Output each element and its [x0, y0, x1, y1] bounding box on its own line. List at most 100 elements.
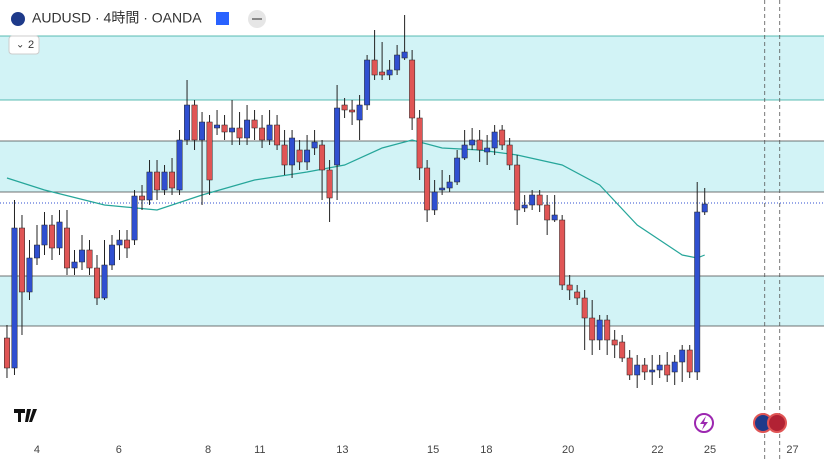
x-tick-label: 4: [34, 444, 40, 456]
candle-body: [521, 204, 528, 209]
candle-body: [581, 297, 588, 319]
candle-body: [229, 127, 236, 133]
candle-body: [184, 104, 190, 141]
candle-body: [116, 239, 123, 246]
candle-body: [566, 284, 573, 291]
x-tick-label: 22: [651, 444, 663, 456]
candle-body: [244, 119, 251, 139]
candle-body: [596, 319, 603, 341]
candle-body: [551, 214, 558, 221]
candle-body: [71, 261, 78, 269]
candle-body: [251, 119, 258, 129]
candle-body: [206, 121, 213, 181]
candle-body: [341, 104, 348, 111]
x-tick-label: 6: [116, 444, 122, 456]
candle-body: [364, 59, 371, 106]
candle-body: [386, 69, 393, 76]
event-icon[interactable]: [767, 413, 787, 433]
x-tick-label: 20: [562, 444, 574, 456]
candle-body: [409, 59, 416, 119]
candle-body: [311, 141, 318, 149]
candle-body: [4, 337, 10, 369]
candle-body: [281, 144, 288, 166]
candle-body: [476, 139, 483, 151]
candle-body: [491, 131, 498, 149]
candle-body: [469, 139, 476, 146]
x-tick-label: 25: [704, 444, 716, 456]
candle-body: [454, 157, 461, 183]
candle-body: [304, 149, 311, 163]
candle-body: [649, 369, 656, 373]
candle-body: [11, 227, 18, 369]
x-tick-label: 13: [336, 444, 348, 456]
candle-body: [64, 227, 70, 269]
candle-body: [26, 257, 33, 293]
candle-body: [574, 291, 581, 299]
candle-body: [139, 195, 145, 201]
candle-body: [236, 127, 243, 139]
candle-body: [626, 357, 633, 376]
symbol-flag: [11, 12, 25, 26]
indicator-toggle[interactable]: [8, 35, 40, 55]
candle-body: [416, 117, 423, 169]
candle-body: [349, 109, 356, 113]
candle-body: [424, 167, 431, 211]
candle-body: [394, 54, 401, 71]
candle-body: [124, 239, 130, 249]
candle-body: [401, 51, 408, 59]
candle-body: [169, 171, 175, 189]
candle-body: [379, 71, 386, 76]
x-tick-label: 27: [786, 444, 798, 456]
candle-body: [701, 203, 708, 213]
candle-body: [484, 147, 491, 153]
candle-body: [221, 124, 228, 133]
candle-body: [274, 124, 281, 146]
tradingview-logo: [14, 409, 37, 422]
zone: [0, 276, 824, 326]
candle-body: [694, 211, 701, 373]
candle-body: [176, 139, 183, 191]
candle-body: [634, 364, 641, 376]
candle-body: [656, 364, 663, 371]
candle-body: [664, 364, 671, 376]
candle-body: [356, 104, 363, 121]
candle-body: [79, 249, 85, 263]
candle-body: [619, 341, 626, 359]
moving-average: [6, 139, 705, 259]
flag-icon[interactable]: [216, 12, 229, 25]
candle-body: [371, 59, 378, 76]
candle-body: [431, 191, 438, 211]
candle-body: [326, 169, 333, 199]
candle-body: [686, 349, 693, 373]
candle-body: [94, 267, 100, 299]
candle-body: [529, 194, 536, 206]
candle-body: [296, 149, 303, 163]
zone: [0, 141, 824, 192]
candle-body: [146, 171, 153, 201]
chevron: ⌄: [16, 40, 24, 51]
x-tick-label: 8: [205, 444, 211, 456]
candle-body: [679, 349, 686, 363]
candle-body: [589, 317, 596, 341]
candle-body: [19, 227, 25, 293]
candle-body: [319, 144, 326, 171]
candle-body: [154, 171, 160, 191]
candle-body: [499, 129, 506, 146]
x-tick-label: 11: [254, 444, 265, 456]
candle-body: [671, 361, 678, 373]
candle-body: [611, 339, 618, 346]
candle-body: [536, 194, 543, 206]
candle-body: [289, 137, 296, 166]
candle-body: [446, 181, 453, 189]
candle-body: [86, 249, 93, 269]
candle-body: [41, 224, 48, 246]
candle-body: [161, 171, 168, 191]
candle-body: [544, 204, 551, 221]
candle-body: [334, 107, 341, 166]
x-tick-label: 18: [480, 444, 492, 456]
candle-body: [641, 364, 648, 373]
candle-body: [131, 195, 138, 241]
